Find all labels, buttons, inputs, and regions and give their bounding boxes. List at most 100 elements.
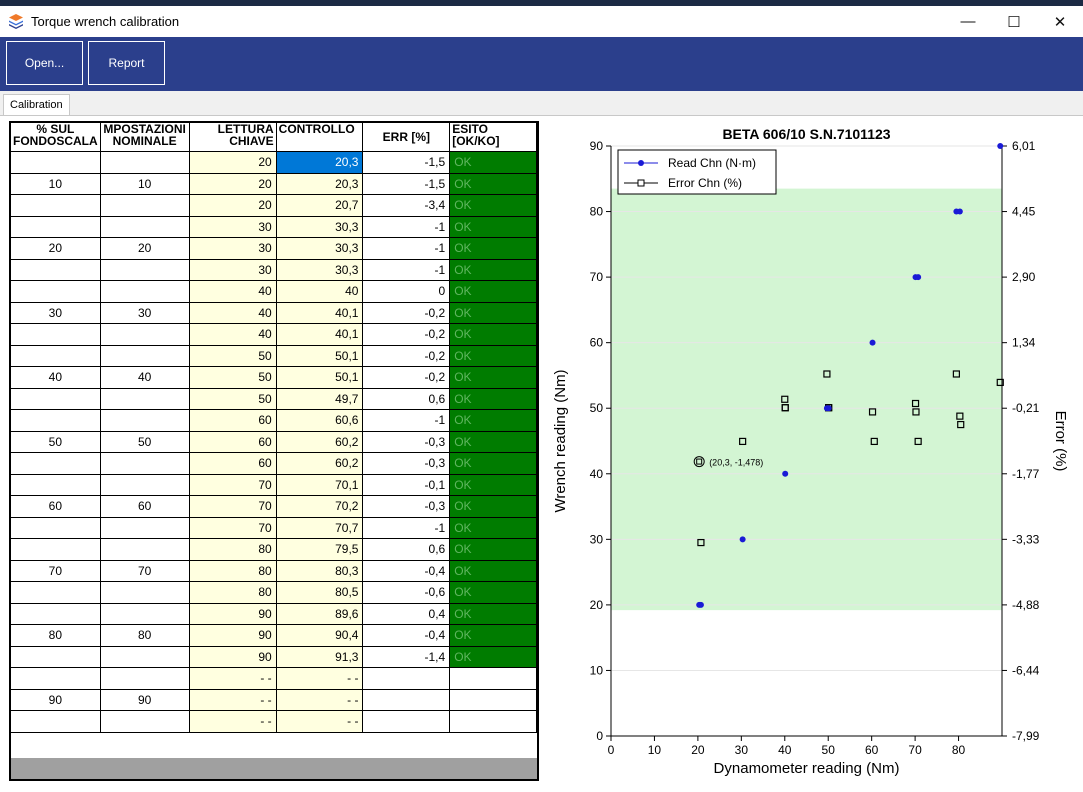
cell-percent-fullscale[interactable]: 40 [11, 366, 101, 389]
cell-percent-fullscale[interactable] [11, 151, 101, 174]
cell-wrench-reading[interactable]: 90 [189, 603, 277, 625]
cell-outcome[interactable]: OK [449, 173, 537, 195]
cell-nominal-setting[interactable] [100, 388, 190, 410]
cell-wrench-reading[interactable]: 90 [189, 624, 277, 647]
cell-outcome[interactable]: OK [449, 495, 537, 518]
cell-percent-fullscale[interactable] [11, 216, 101, 238]
cell-nominal-setting[interactable]: 70 [100, 560, 190, 582]
cell-nominal-setting[interactable] [100, 710, 190, 733]
table-row[interactable]: - -- - [11, 710, 537, 733]
tab-calibration[interactable]: Calibration [3, 94, 70, 115]
table-row[interactable]: 60 60,2 -0,3 OK [11, 452, 537, 475]
table-row[interactable]: 70 70 80 80,3 -0,4 OK [11, 560, 537, 582]
cell-wrench-reading[interactable]: 80 [189, 538, 277, 561]
cell-error-percent[interactable]: -1 [362, 517, 451, 539]
cell-wrench-reading[interactable]: 40 [189, 302, 277, 324]
table-row[interactable]: 10 10 20 20,3 -1,5 OK [11, 173, 537, 195]
cell-error-percent[interactable]: -0,6 [362, 581, 451, 604]
cell-outcome[interactable]: OK [449, 431, 537, 453]
table-row[interactable]: 80 79,5 0,6 OK [11, 538, 537, 561]
cell-percent-fullscale[interactable] [11, 710, 101, 733]
cell-outcome[interactable]: OK [449, 409, 537, 432]
cell-outcome[interactable]: OK [449, 624, 537, 647]
cell-error-percent[interactable]: -1,4 [362, 646, 451, 668]
cell-error-percent[interactable]: -0,3 [362, 431, 451, 453]
table-row[interactable]: 40 40 0 OK [11, 280, 537, 303]
cell-wrench-reading[interactable]: - - [189, 689, 277, 711]
cell-control[interactable]: 20,3 [276, 151, 364, 174]
cell-error-percent[interactable]: -0,3 [362, 495, 451, 518]
cell-control[interactable]: - - [276, 689, 364, 711]
table-row[interactable]: 30 30,3 -1 OK [11, 259, 537, 281]
cell-error-percent[interactable]: -0,2 [362, 345, 451, 367]
cell-percent-fullscale[interactable] [11, 474, 101, 496]
cell-percent-fullscale[interactable] [11, 409, 101, 432]
cell-nominal-setting[interactable]: 20 [100, 237, 190, 260]
cell-wrench-reading[interactable]: 20 [189, 194, 277, 217]
cell-error-percent[interactable]: -1 [362, 216, 451, 238]
cell-nominal-setting[interactable] [100, 667, 190, 690]
cell-control[interactable]: 20,7 [276, 194, 364, 217]
cell-outcome[interactable] [449, 689, 537, 711]
cell-control[interactable]: 70,7 [276, 517, 364, 539]
cell-error-percent[interactable]: -3,4 [362, 194, 451, 217]
cell-control[interactable]: 20,3 [276, 173, 364, 195]
table-row[interactable]: 50 49,7 0,6 OK [11, 388, 537, 410]
cell-wrench-reading[interactable]: 70 [189, 517, 277, 539]
cell-wrench-reading[interactable]: 20 [189, 173, 277, 195]
cell-control[interactable]: 70,2 [276, 495, 364, 518]
table-row[interactable]: 30 30 40 40,1 -0,2 OK [11, 302, 537, 324]
table-row[interactable]: 90 89,6 0,4 OK [11, 603, 537, 625]
cell-wrench-reading[interactable]: 80 [189, 560, 277, 582]
cell-outcome[interactable]: OK [449, 366, 537, 389]
cell-error-percent[interactable]: -1 [362, 409, 451, 432]
table-row[interactable]: 80 80 90 90,4 -0,4 OK [11, 624, 537, 647]
cell-nominal-setting[interactable] [100, 194, 190, 217]
cell-outcome[interactable]: OK [449, 237, 537, 260]
cell-percent-fullscale[interactable]: 90 [11, 689, 101, 711]
cell-percent-fullscale[interactable] [11, 603, 101, 625]
header-nominal-setting[interactable]: MPOSTAZIONI NOMINALE [100, 123, 190, 152]
cell-percent-fullscale[interactable] [11, 323, 101, 346]
cell-outcome[interactable]: OK [449, 194, 537, 217]
cell-wrench-reading[interactable]: 50 [189, 388, 277, 410]
cell-nominal-setting[interactable] [100, 538, 190, 561]
cell-nominal-setting[interactable]: 50 [100, 431, 190, 453]
cell-nominal-setting[interactable] [100, 409, 190, 432]
cell-outcome[interactable]: OK [449, 302, 537, 324]
cell-wrench-reading[interactable]: 30 [189, 216, 277, 238]
cell-error-percent[interactable]: -0,4 [362, 560, 451, 582]
cell-nominal-setting[interactable]: 60 [100, 495, 190, 518]
cell-error-percent[interactable] [362, 710, 451, 733]
table-row[interactable]: 50 50,1 -0,2 OK [11, 345, 537, 367]
cell-nominal-setting[interactable] [100, 345, 190, 367]
cell-error-percent[interactable]: -0,2 [362, 323, 451, 346]
cell-percent-fullscale[interactable]: 60 [11, 495, 101, 518]
cell-control[interactable]: 91,3 [276, 646, 364, 668]
cell-control[interactable]: 40,1 [276, 302, 364, 324]
table-row[interactable]: 60 60,6 -1 OK [11, 409, 537, 432]
cell-percent-fullscale[interactable]: 30 [11, 302, 101, 324]
cell-wrench-reading[interactable]: 70 [189, 474, 277, 496]
header-wrench-reading[interactable]: LETTURA CHIAVE [189, 123, 277, 152]
cell-nominal-setting[interactable] [100, 280, 190, 303]
cell-percent-fullscale[interactable] [11, 259, 101, 281]
header-outcome[interactable]: ESITO [OK/KO] [449, 123, 537, 152]
table-row[interactable]: 90 90- -- - [11, 689, 537, 711]
cell-outcome[interactable]: OK [449, 474, 537, 496]
cell-outcome[interactable]: OK [449, 452, 537, 475]
cell-control[interactable]: 50,1 [276, 366, 364, 389]
cell-percent-fullscale[interactable] [11, 646, 101, 668]
cell-nominal-setting[interactable]: 80 [100, 624, 190, 647]
cell-control[interactable]: 60,2 [276, 431, 364, 453]
cell-outcome[interactable]: OK [449, 151, 537, 174]
cell-nominal-setting[interactable]: 40 [100, 366, 190, 389]
cell-nominal-setting[interactable] [100, 259, 190, 281]
cell-error-percent[interactable] [362, 689, 451, 711]
cell-control[interactable]: 89,6 [276, 603, 364, 625]
cell-error-percent[interactable]: -0,2 [362, 366, 451, 389]
cell-nominal-setting[interactable] [100, 323, 190, 346]
cell-wrench-reading[interactable]: 30 [189, 237, 277, 260]
calibration-grid[interactable]: % SUL FONDOSCALA MPOSTAZIONI NOMINALE LE… [9, 121, 539, 781]
cell-error-percent[interactable]: -1 [362, 259, 451, 281]
